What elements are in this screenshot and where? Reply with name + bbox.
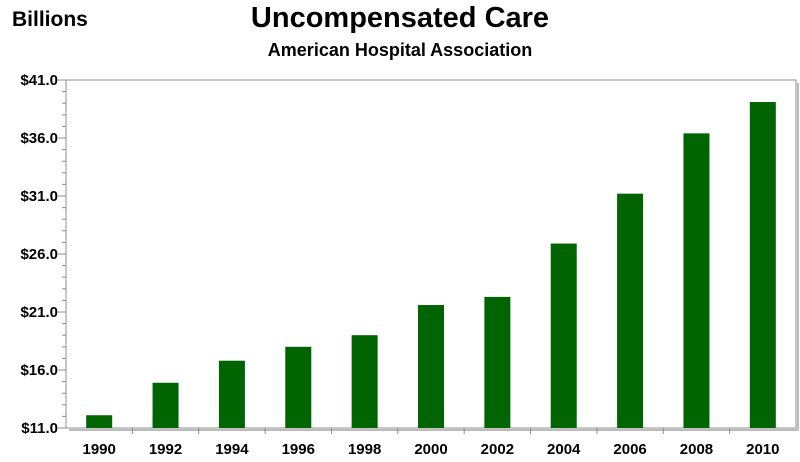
- x-tick-label: 1998: [348, 441, 381, 458]
- bar: [418, 305, 444, 428]
- x-tick-label: 2000: [414, 441, 447, 458]
- x-tick-label: 2008: [680, 441, 713, 458]
- y-tick-label: $26.0: [20, 246, 58, 263]
- chart-title: Uncompensated Care: [250, 2, 550, 34]
- bar: [484, 296, 511, 428]
- bar: [550, 243, 577, 428]
- bar: [152, 382, 179, 428]
- bar: [617, 193, 644, 428]
- units-label: Billions: [12, 8, 88, 31]
- y-tick-label: $41.0: [20, 72, 58, 89]
- y-tick-label: $11.0: [21, 420, 58, 437]
- bar: [218, 360, 245, 428]
- bar: [285, 346, 312, 428]
- bar: [749, 102, 776, 428]
- x-tick-label: 2010: [746, 441, 779, 458]
- x-tick-label: 1994: [215, 441, 249, 458]
- x-tick-label: 2002: [481, 441, 514, 458]
- y-tick-label: $36.0: [20, 130, 58, 147]
- x-tick-label: 1996: [282, 441, 315, 458]
- bar: [683, 133, 710, 429]
- y-tick-label: $31.0: [20, 188, 58, 205]
- y-tick-label: $21.0: [20, 304, 58, 321]
- y-tick-label: $16.0: [20, 362, 58, 379]
- x-tick-label: 2006: [613, 441, 646, 458]
- bar: [86, 415, 113, 428]
- x-tick-label: 1992: [149, 441, 182, 458]
- x-tick-label: 2004: [547, 441, 581, 458]
- chart-subtitle: American Hospital Association: [267, 40, 533, 60]
- x-tick-label: 1990: [82, 441, 115, 458]
- bar: [351, 335, 378, 428]
